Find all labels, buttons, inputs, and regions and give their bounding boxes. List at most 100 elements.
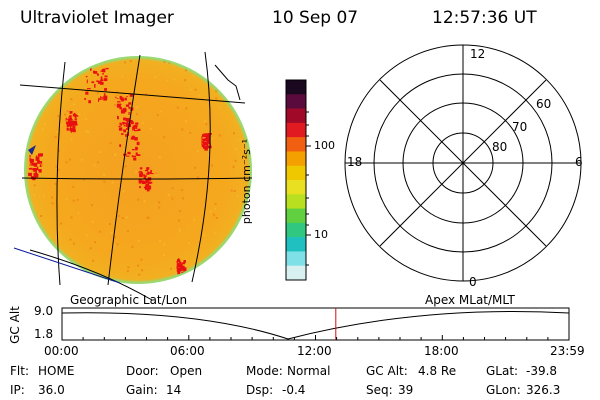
aurora-patch (93, 70, 96, 73)
aurora-patch (137, 128, 141, 131)
image-speckle (56, 130, 58, 133)
image-speckle (204, 270, 207, 273)
status-glon-value: 326.3 (526, 383, 561, 397)
image-speckle (163, 254, 165, 256)
colorbar-band (286, 165, 306, 181)
image-speckle (48, 236, 51, 239)
aurora-patch (33, 163, 38, 167)
aurora-patch (70, 129, 72, 133)
aurora-patch (177, 258, 180, 261)
aurora-patch (181, 265, 186, 270)
image-speckle (114, 154, 117, 157)
image-speckle (42, 194, 45, 197)
image-speckle (146, 216, 149, 219)
image-speckle (87, 131, 90, 134)
image-speckle (158, 201, 161, 204)
aurora-patch (86, 79, 88, 84)
image-speckle (232, 165, 235, 168)
aurora-patch (135, 122, 139, 125)
aurora-patch (96, 73, 99, 76)
colorbar-band (286, 137, 306, 152)
image-speckle (155, 172, 158, 175)
image-speckle (141, 122, 144, 125)
aurora-patch (101, 68, 104, 72)
terminator-line (13, 247, 121, 284)
image-speckle (223, 255, 226, 258)
aurora-patch (146, 178, 150, 182)
image-speckle (181, 260, 184, 263)
aurora-patch (139, 167, 143, 170)
aurora-patch (133, 124, 138, 128)
aurora-patch (85, 76, 88, 78)
image-speckle (202, 136, 205, 139)
aurora-patch (135, 152, 138, 156)
image-speckle (240, 139, 243, 142)
image-speckle (137, 239, 140, 242)
aurora-patch (118, 125, 121, 127)
aurora-patch (201, 143, 204, 145)
image-speckle (171, 197, 174, 200)
image-speckle (55, 165, 58, 168)
aurora-patch (126, 155, 130, 157)
aurora-patch (147, 170, 151, 174)
aurora-patch (70, 119, 73, 121)
image-speckle (58, 149, 60, 152)
image-speckle (117, 215, 120, 217)
image-speckle (89, 247, 92, 250)
image-speckle (208, 143, 211, 146)
aurora-patch (96, 80, 99, 82)
aurora-patch (203, 135, 207, 138)
aurora-patch (87, 88, 91, 90)
image-speckle (32, 225, 34, 228)
image-speckle (163, 243, 166, 246)
image-speckle (40, 215, 42, 217)
aurora-patch (117, 101, 121, 103)
colorbar-band (286, 80, 306, 95)
image-speckle (158, 156, 161, 159)
image-speckle (197, 176, 199, 179)
orbit-altitude-curve (61, 310, 570, 340)
image-speckle (110, 232, 113, 234)
image-speckle (184, 69, 187, 72)
image-speckle (215, 97, 218, 100)
image-speckle (70, 138, 73, 141)
aurora-patch (94, 84, 96, 88)
image-speckle (190, 88, 192, 91)
image-speckle (185, 107, 188, 110)
image-speckle (43, 123, 46, 126)
aurora-patch (139, 170, 142, 173)
graticule (19, 51, 253, 301)
image-speckle (149, 127, 152, 130)
aurora-patch (88, 100, 91, 104)
colorbar-band (286, 194, 306, 210)
aurora-patch (31, 162, 35, 166)
aurora-patch (69, 127, 72, 132)
aurora-patch (201, 140, 203, 143)
mlt-label-6: 6 (575, 155, 583, 169)
image-speckle (81, 58, 84, 61)
aurora-patch (130, 137, 134, 140)
image-speckle (111, 181, 114, 184)
image-speckle (64, 113, 67, 116)
aurora-patch (119, 122, 121, 126)
image-speckle (121, 217, 124, 219)
aurora-patch (29, 161, 33, 164)
colorbar-frame (285, 79, 307, 281)
image-speckle (70, 98, 73, 101)
image-speckle (215, 90, 218, 93)
image-speckle (103, 173, 106, 176)
image-speckle (90, 204, 93, 207)
aurora-patch (121, 109, 125, 114)
image-speckle (99, 230, 102, 233)
aurora-patch (145, 188, 147, 190)
aurora-patch (70, 124, 72, 129)
image-speckle (173, 64, 176, 67)
image-speckle (80, 158, 83, 161)
aurora-patch (139, 186, 141, 189)
colorbar (286, 80, 306, 281)
aurora-patch (120, 103, 122, 105)
aurora-patch (68, 116, 70, 119)
image-speckle (245, 278, 248, 281)
image-speckle (166, 79, 169, 82)
image-speckle (121, 75, 124, 78)
